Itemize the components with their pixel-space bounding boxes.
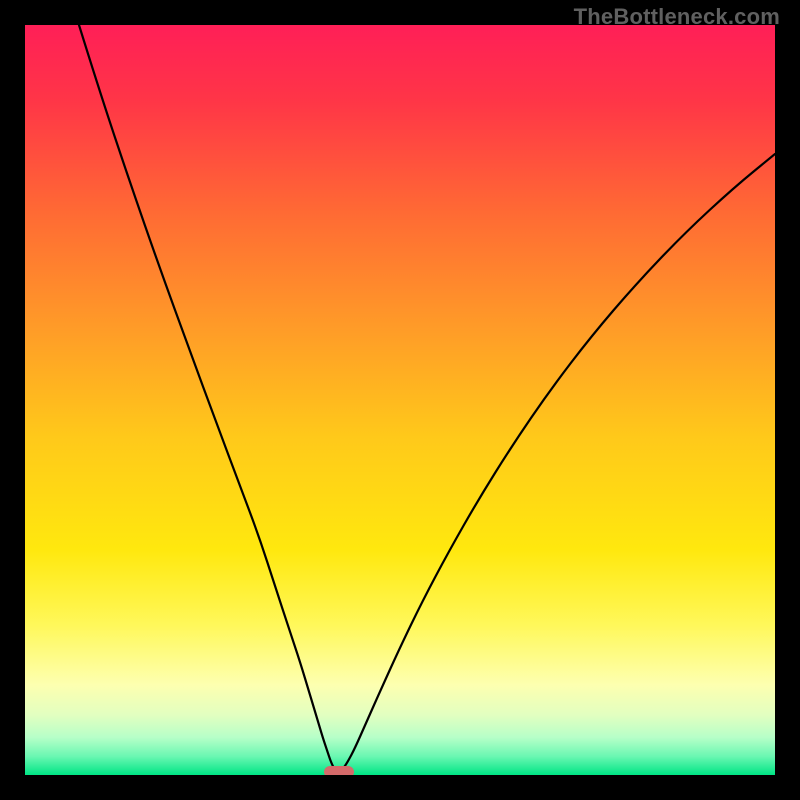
plot-area xyxy=(25,25,775,775)
optimal-point-marker xyxy=(324,766,354,775)
chart-background xyxy=(25,25,775,775)
bottleneck-chart xyxy=(25,25,775,775)
watermark-text: TheBottleneck.com xyxy=(574,4,780,30)
